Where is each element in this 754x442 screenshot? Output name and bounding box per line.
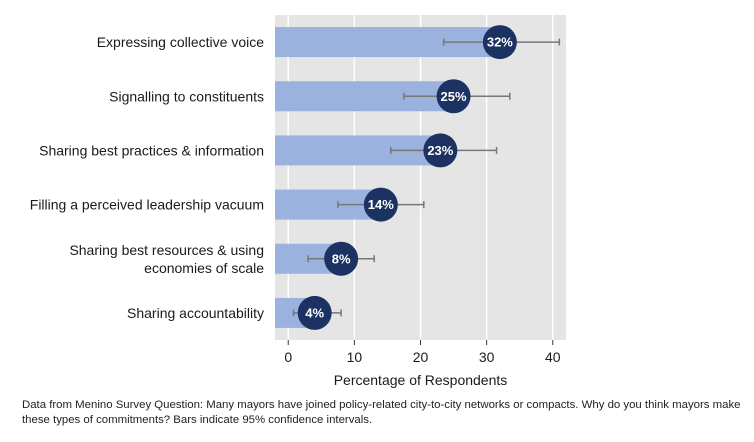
grid-lines bbox=[287, 15, 554, 340]
category-label: Signalling to constituents bbox=[109, 88, 264, 104]
x-tick-label: 40 bbox=[545, 349, 561, 365]
value-label: 32% bbox=[487, 35, 513, 50]
category-label: Filling a perceived leadership vacuum bbox=[30, 197, 264, 213]
x-tick-label: 20 bbox=[413, 349, 429, 365]
x-axis-ticks: 0 10 20 30 40 bbox=[284, 340, 561, 365]
category-labels: Expressing collective voice Signalling to… bbox=[30, 34, 264, 321]
x-tick-label: 30 bbox=[479, 349, 495, 365]
value-marker bbox=[297, 295, 332, 330]
value-marker bbox=[324, 241, 359, 276]
value-marker bbox=[363, 187, 398, 222]
value-marker bbox=[482, 25, 517, 60]
value-marker bbox=[436, 79, 471, 114]
category-label: Sharing best practices & information bbox=[39, 142, 264, 158]
x-tick-label: 0 bbox=[284, 349, 292, 365]
value-markers: 32% 25% 23% 14% 8% 4% bbox=[297, 25, 517, 330]
category-label: Sharing best resources & using economies … bbox=[69, 242, 264, 276]
bar-chart: 32% 25% 23% 14% 8% 4% Expressing collective v… bbox=[30, 15, 566, 388]
value-label: 14% bbox=[368, 197, 394, 212]
value-label: 25% bbox=[441, 89, 467, 104]
value-label: 4% bbox=[305, 305, 324, 320]
x-tick-label: 10 bbox=[347, 349, 363, 365]
category-label: Sharing accountability bbox=[127, 305, 264, 321]
x-axis-title: Percentage of Respondents bbox=[334, 372, 508, 388]
category-label: Expressing collective voice bbox=[97, 34, 265, 50]
figure-caption: Data from Menino Survey Question: Many m… bbox=[22, 399, 741, 426]
value-marker bbox=[423, 133, 458, 168]
value-label: 8% bbox=[332, 251, 351, 266]
value-label: 23% bbox=[427, 143, 453, 158]
